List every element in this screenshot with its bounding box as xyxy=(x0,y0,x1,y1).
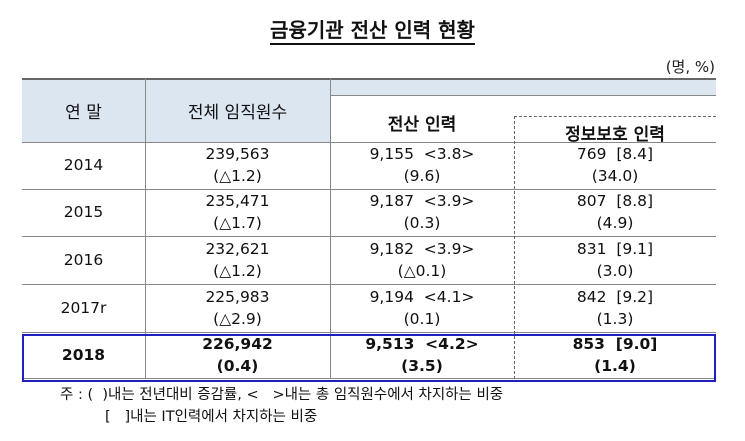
table-title: 금융기관 전산 인력 현황 xyxy=(0,14,745,45)
data-table: 연 말 전체 임직원수 전산 인력 정보보호 인력 2014 239,563 (… xyxy=(22,78,716,382)
header-total: 전체 임직원수 xyxy=(187,103,288,123)
footnote-1: 주 : ( )내는 전년대비 증감률, < >내는 총 임직원수에서 차지하는 … xyxy=(60,387,504,403)
it-cell: 9,155 <3.8> xyxy=(369,145,475,163)
table-title-text: 금융기관 전산 인력 현황 xyxy=(270,18,475,45)
total-change-cell: (△1.2) xyxy=(213,262,262,280)
it-change-cell: (3.5) xyxy=(401,357,443,375)
it-cell: 9,194 <4.1> xyxy=(369,288,475,306)
security-cell: 769 [8.4] xyxy=(576,145,654,163)
it-cell: 9,182 <3.9> xyxy=(369,240,475,258)
total-change-cell: (△1.7) xyxy=(213,214,262,232)
row-line-2 xyxy=(22,236,716,237)
security-change-cell: (4.9) xyxy=(596,214,634,232)
security-cell: 831 [9.1] xyxy=(576,240,654,258)
total-cell: 226,942 xyxy=(202,335,273,353)
header-security: 정보보호 인력 xyxy=(565,125,665,145)
bottom-border xyxy=(22,378,716,379)
header-bg-right-top xyxy=(330,78,716,95)
total-change-cell: (△2.9) xyxy=(213,310,262,328)
col-line-3-dashed xyxy=(514,116,515,379)
total-cell: 232,621 xyxy=(205,240,270,258)
security-change-cell: (3.0) xyxy=(596,262,634,280)
header-bottom-line xyxy=(22,142,716,143)
security-cell: 853 [9.0] xyxy=(572,335,658,353)
footnote-2: [ ]내는 IT인력에서 차지하는 비중 xyxy=(105,409,318,425)
row-line-1 xyxy=(22,189,716,190)
security-change-cell: (1.3) xyxy=(596,310,634,328)
total-change-cell: (0.4) xyxy=(216,357,259,375)
security-cell: 842 [9.2] xyxy=(576,288,654,306)
row-line-4 xyxy=(22,332,716,333)
it-change-cell: (0.3) xyxy=(403,214,441,232)
header-it: 전산 인력 xyxy=(387,115,457,135)
highlight-box-2018 xyxy=(22,334,716,382)
it-change-cell: (0.1) xyxy=(403,310,441,328)
unit-label: (명, %) xyxy=(665,58,715,76)
header-bg-left xyxy=(22,78,330,142)
col-line-1 xyxy=(145,78,146,379)
it-cell: 9,513 <4.2> xyxy=(365,335,479,353)
security-header-dash xyxy=(514,116,716,117)
security-change-cell: (1.4) xyxy=(594,357,636,375)
security-cell: 807 [8.8] xyxy=(576,192,654,210)
total-cell: 235,471 xyxy=(205,192,270,210)
total-cell: 239,563 xyxy=(205,145,270,163)
year-cell: 2015 xyxy=(63,203,104,221)
total-change-cell: (△1.2) xyxy=(213,167,262,185)
security-change-cell: (34.0) xyxy=(591,167,639,185)
header-sub-line xyxy=(330,95,716,96)
total-cell: 225,983 xyxy=(205,288,270,306)
it-cell: 9,187 <3.9> xyxy=(369,192,475,210)
it-change-cell: (9.6) xyxy=(403,167,441,185)
header-year: 연 말 xyxy=(65,103,102,123)
it-change-cell: (△0.1) xyxy=(397,262,447,280)
year-cell: 2016 xyxy=(63,251,104,269)
col-line-2 xyxy=(330,78,331,379)
top-border xyxy=(22,78,716,80)
row-line-3 xyxy=(22,284,716,285)
year-cell: 2014 xyxy=(63,156,104,174)
year-cell: 2017r xyxy=(60,299,107,317)
year-cell: 2018 xyxy=(61,346,106,364)
